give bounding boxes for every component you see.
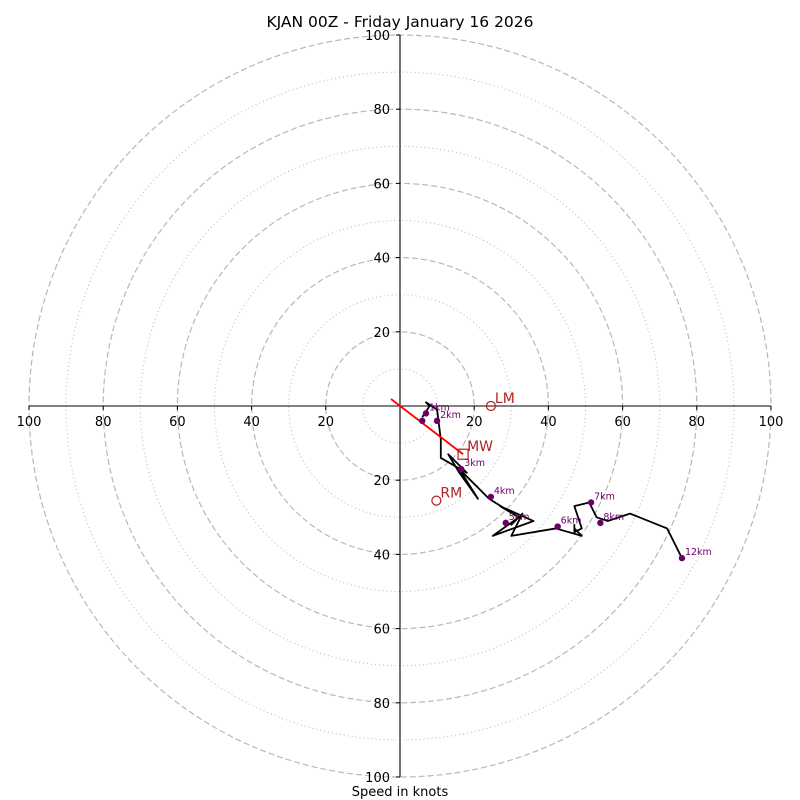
height-marker bbox=[419, 417, 426, 425]
x-tick-label: 80 bbox=[689, 415, 706, 430]
x-tick-label: 60 bbox=[614, 415, 631, 430]
y-tick-label: 100 bbox=[365, 29, 390, 44]
height-marker bbox=[422, 410, 430, 417]
x-tick-label: 100 bbox=[17, 415, 42, 430]
height-marker bbox=[458, 465, 465, 473]
motion-lm-marker bbox=[485, 400, 496, 412]
y-tick-label: 40 bbox=[373, 548, 390, 563]
y-tick-label: 40 bbox=[373, 252, 390, 267]
height-label-5km: 5km bbox=[509, 512, 530, 523]
hodograph-line bbox=[421, 401, 683, 559]
x-tick-label: 60 bbox=[169, 415, 186, 430]
height-marker bbox=[678, 554, 686, 562]
height-marker bbox=[433, 417, 441, 425]
x-tick-label: 100 bbox=[759, 415, 784, 430]
height-label-7km: 7km bbox=[594, 491, 615, 502]
height-marker bbox=[487, 493, 495, 501]
tick-labels: 100 100 100 100 80 80 80 80 60 60 60 60 40 40 40 40 20 20… bbox=[17, 29, 784, 786]
y-tick-label: 80 bbox=[373, 697, 390, 712]
motion-mw-label: MW bbox=[467, 439, 493, 455]
y-tick-label: 80 bbox=[373, 103, 390, 118]
height-marker bbox=[597, 519, 604, 527]
x-tick-label: 40 bbox=[243, 415, 260, 430]
height-label-8km: 8km bbox=[603, 512, 624, 523]
x-tick-label: 40 bbox=[540, 415, 557, 430]
height-label-6km: 6km bbox=[561, 516, 582, 527]
y-tick-label: 60 bbox=[373, 623, 390, 638]
x-tick-label: 20 bbox=[318, 415, 335, 430]
height-label-3km: 3km bbox=[464, 458, 485, 469]
height-marker bbox=[587, 499, 595, 506]
height-label-4km: 4km bbox=[494, 486, 515, 497]
motion-rm-marker bbox=[431, 495, 442, 506]
y-tick-label: 20 bbox=[373, 474, 390, 489]
shear-vector bbox=[390, 398, 464, 455]
storm-motions: LM MW RM bbox=[431, 391, 515, 506]
height-label-1km: 1km bbox=[429, 402, 450, 413]
x-tick-label: 80 bbox=[95, 415, 112, 430]
y-tick-label: 100 bbox=[365, 771, 390, 786]
chart-title: KJAN 00Z - Friday January 16 2026 bbox=[266, 13, 533, 31]
height-label-12km: 12km bbox=[685, 547, 712, 558]
motion-lm-label: LM bbox=[495, 391, 515, 407]
motion-mw-marker bbox=[457, 448, 469, 460]
y-tick-label: 60 bbox=[373, 177, 390, 192]
height-marker bbox=[554, 523, 561, 530]
x-tick-label: 20 bbox=[466, 415, 483, 430]
x-axis-label: Speed in knots bbox=[352, 785, 449, 800]
y-tick-label: 20 bbox=[373, 326, 390, 341]
height-marker bbox=[502, 519, 509, 527]
height-label-2km: 2km bbox=[440, 410, 461, 421]
hodograph-trace bbox=[390, 398, 683, 559]
motion-rm-label: RM bbox=[440, 486, 462, 502]
